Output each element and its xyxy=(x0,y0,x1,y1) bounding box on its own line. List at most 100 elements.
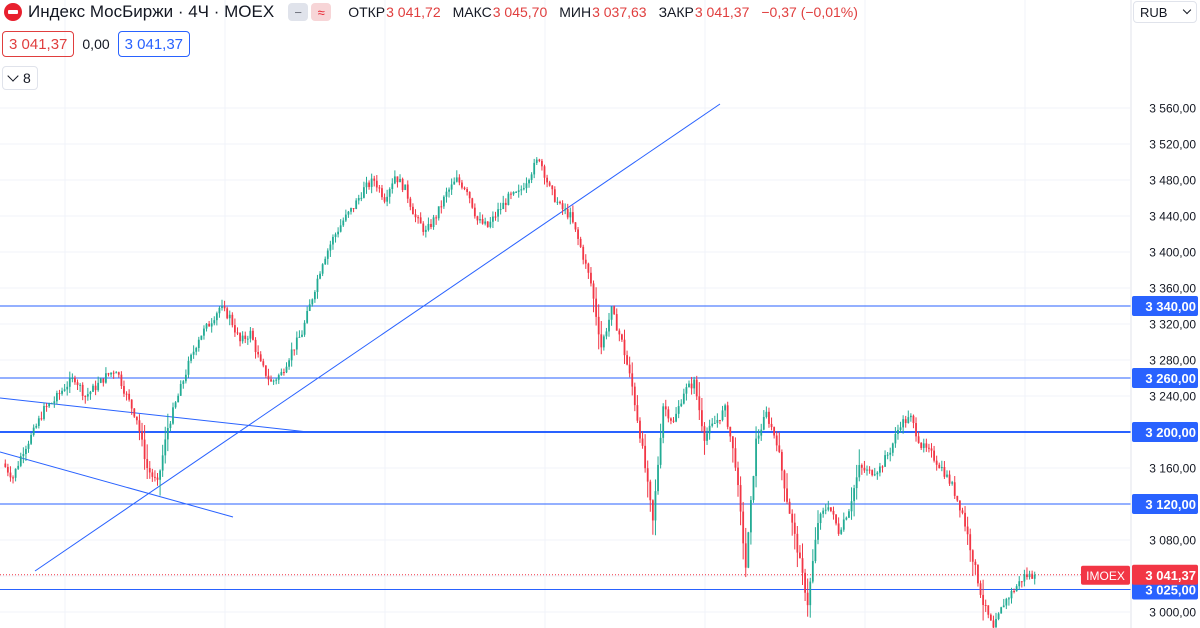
candle-body xyxy=(670,418,672,421)
candle xyxy=(378,184,381,193)
candle xyxy=(184,369,187,384)
minus-icon[interactable]: − xyxy=(288,3,309,21)
candle xyxy=(494,211,497,221)
candle xyxy=(357,194,360,205)
candle-body xyxy=(223,306,226,309)
candle-body xyxy=(1033,574,1036,579)
candle-body xyxy=(99,378,102,383)
candle-body xyxy=(987,605,990,615)
y-tick-label: 3 520,00 xyxy=(1149,138,1196,152)
candle xyxy=(497,202,499,222)
candle-body xyxy=(899,427,902,430)
candle xyxy=(210,318,213,333)
candle-body xyxy=(879,466,881,473)
candle xyxy=(164,426,167,464)
candle xyxy=(254,337,257,359)
candle-body xyxy=(458,177,461,183)
candle-body xyxy=(621,334,623,340)
candle-body xyxy=(853,488,856,502)
candle xyxy=(412,203,414,215)
candle-body xyxy=(706,433,708,441)
candle xyxy=(50,402,53,405)
y-tick-label: 3 160,00 xyxy=(1149,462,1196,476)
candle-body xyxy=(943,467,946,477)
candle-body xyxy=(360,197,363,199)
candle-body xyxy=(241,335,244,342)
candle-body xyxy=(930,448,933,451)
candle-body xyxy=(842,519,845,530)
candle xyxy=(840,527,843,535)
candle-body xyxy=(755,438,757,477)
sell-button[interactable]: 3 041,37 xyxy=(2,31,75,57)
candle-body xyxy=(437,206,440,219)
candle-body xyxy=(244,335,247,339)
indicators-toggle[interactable]: 8 xyxy=(2,66,38,90)
candle-body xyxy=(824,509,827,511)
candle-body xyxy=(1000,607,1003,614)
candle xyxy=(690,376,693,395)
candle-body xyxy=(1010,591,1013,599)
candle-body xyxy=(845,517,848,520)
candle-body xyxy=(270,379,272,382)
candle-body xyxy=(76,382,79,386)
candle xyxy=(313,290,316,303)
candle xyxy=(871,469,874,477)
candle-body xyxy=(773,427,776,436)
candle xyxy=(670,417,672,425)
candle xyxy=(533,158,536,179)
candle xyxy=(737,461,739,497)
candle xyxy=(948,470,951,486)
candle xyxy=(566,203,569,220)
candle xyxy=(688,380,690,388)
candle-body xyxy=(520,189,523,191)
candle-body xyxy=(708,425,711,434)
candle xyxy=(370,173,373,194)
candle xyxy=(151,468,154,482)
candle-body xyxy=(442,196,445,207)
candle xyxy=(401,177,404,193)
candle xyxy=(809,577,812,618)
candle-body xyxy=(48,403,51,407)
candle xyxy=(427,217,430,232)
currency-select[interactable]: RUB xyxy=(1133,1,1197,23)
candle xyxy=(334,232,337,243)
candle xyxy=(352,208,355,213)
candle-body xyxy=(43,406,45,419)
candle-body xyxy=(682,393,685,404)
candle-body xyxy=(533,162,536,175)
candle-body xyxy=(226,308,229,319)
candle-body xyxy=(277,375,280,380)
moex-logo-icon xyxy=(4,3,22,21)
candle-body xyxy=(688,383,690,388)
candle-body xyxy=(726,405,729,427)
candle xyxy=(971,549,974,576)
candle-body xyxy=(747,532,750,568)
candle xyxy=(672,417,675,423)
candle xyxy=(587,262,590,279)
candle-body xyxy=(308,304,311,311)
candle xyxy=(806,578,809,617)
candle-body xyxy=(667,409,670,419)
wave-icon[interactable]: ≈ xyxy=(311,3,332,21)
candle xyxy=(1002,598,1005,608)
candle-body xyxy=(672,420,675,422)
candle xyxy=(133,408,136,418)
symbol-title[interactable]: Индекс МосБиржи · 4Ч · MOEX xyxy=(28,2,275,21)
candle-body xyxy=(81,384,84,396)
candle xyxy=(837,517,840,536)
candle-body xyxy=(30,434,32,444)
candle-body xyxy=(205,323,208,329)
candle-body xyxy=(922,443,925,449)
buy-button[interactable]: 3 041,37 xyxy=(117,31,191,57)
candle xyxy=(773,426,776,439)
candle xyxy=(350,207,352,215)
candle xyxy=(1033,571,1036,585)
candle xyxy=(577,227,579,246)
candle xyxy=(424,225,427,238)
candle-body xyxy=(120,374,123,387)
candle xyxy=(35,423,38,429)
candle xyxy=(793,513,796,550)
candle-body xyxy=(1015,586,1018,592)
candle xyxy=(964,506,966,532)
